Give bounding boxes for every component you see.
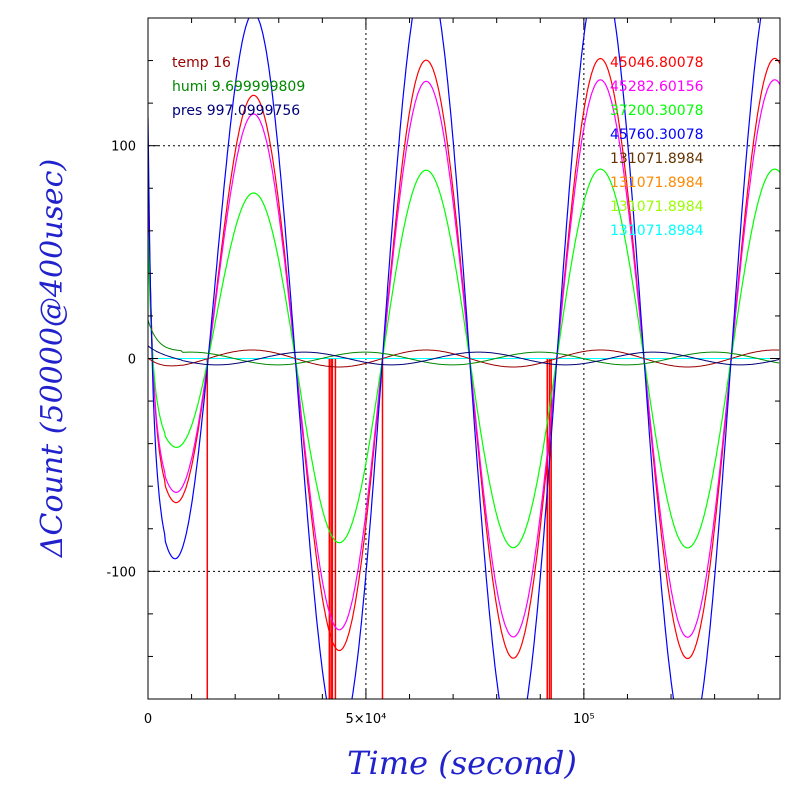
env-legend-entry: pres 997.0999756 bbox=[172, 103, 300, 119]
y-axis-title: ΔCount (50000@400usec) bbox=[35, 159, 70, 558]
x-axis-title: Time (second) bbox=[347, 744, 577, 782]
y-tick-label: -100 bbox=[106, 565, 136, 580]
series-legend-entry: 37200.30078 bbox=[610, 103, 704, 119]
legend: temp 16 humi 9.699999809 pres 997.0999756 4… bbox=[172, 55, 704, 239]
x-tick-label: 5×10⁴ bbox=[345, 712, 386, 727]
env-legend-entry: temp 16 bbox=[172, 55, 231, 71]
env-series-line bbox=[148, 319, 780, 366]
x-tick-label: 10⁵ bbox=[573, 712, 595, 727]
series-legend-entry: 45282.60156 bbox=[610, 79, 704, 95]
series-layer bbox=[148, 18, 780, 699]
env-series-line bbox=[148, 345, 780, 366]
series-legend-entry: 131071.8984 bbox=[610, 151, 704, 167]
series-line bbox=[148, 79, 780, 638]
y-tick-label: 0 bbox=[128, 353, 136, 368]
series-legend-entry: 131071.8984 bbox=[610, 223, 704, 239]
y-tick-label: 100 bbox=[111, 140, 136, 155]
x-tick-label: 0 bbox=[144, 712, 152, 727]
series-legend-entry: 131071.8984 bbox=[610, 199, 704, 215]
series-legend-entry: 45760.30078 bbox=[610, 127, 704, 143]
tick-labels: 0 5×10⁴ 10⁵ 100 0 -100 bbox=[106, 140, 594, 727]
series-legend-entry: 45046.80078 bbox=[610, 55, 704, 71]
series-line bbox=[148, 18, 762, 699]
series-line bbox=[148, 168, 780, 549]
env-legend-entry: humi 9.699999809 bbox=[172, 79, 305, 95]
env-series-line bbox=[148, 349, 780, 368]
axis-ticks bbox=[147, 17, 780, 700]
series-legend-entry: 131071.8984 bbox=[610, 175, 704, 191]
